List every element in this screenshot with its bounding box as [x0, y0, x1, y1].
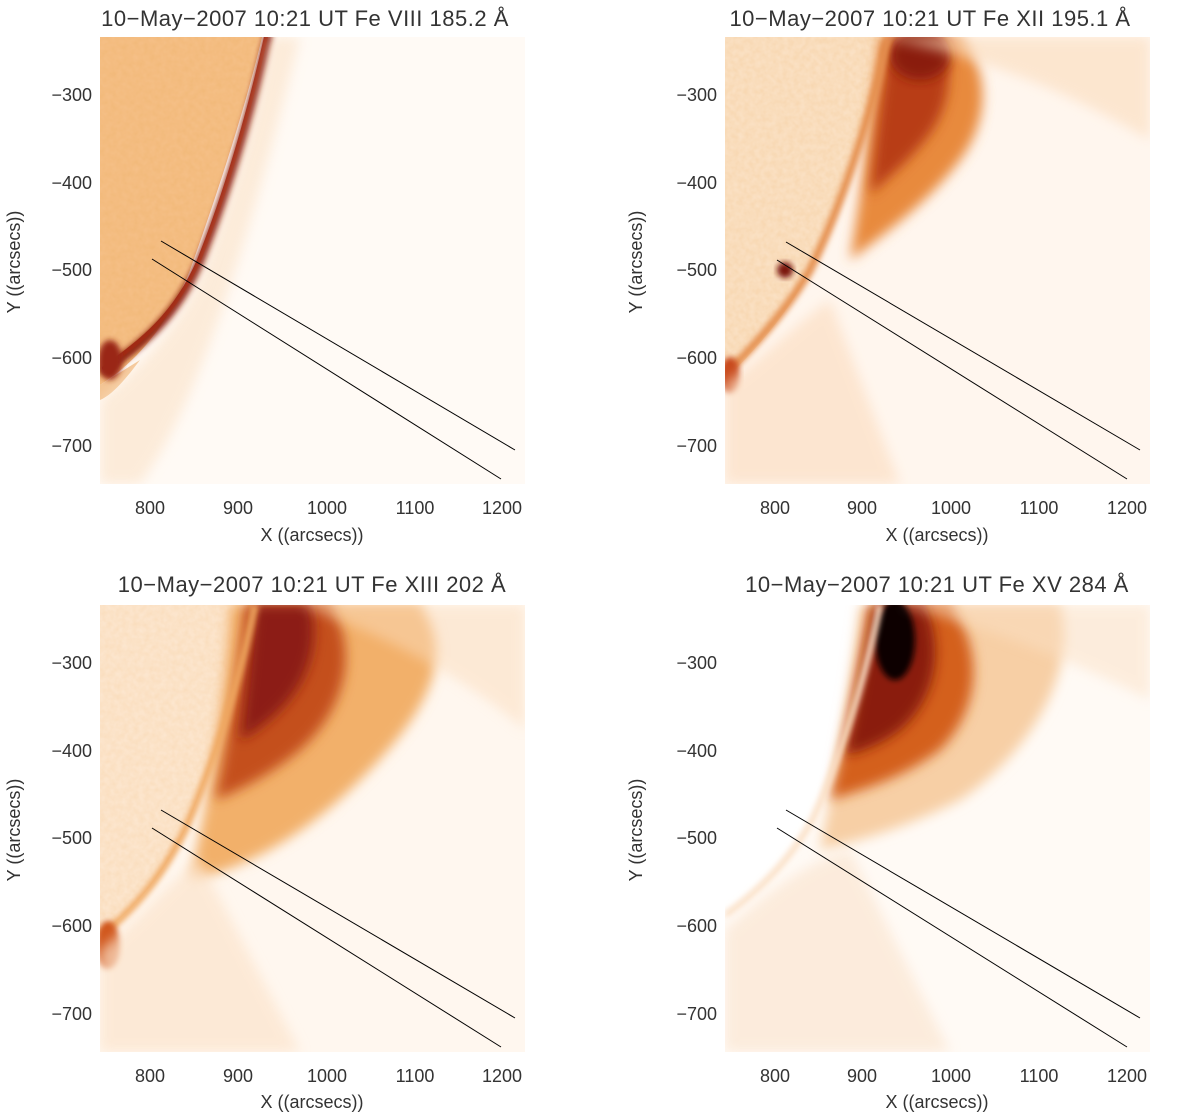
x-tick-label: 800: [135, 1066, 165, 1086]
x-axis: 800 900 1000 1100 1200 X ((arcsecs)): [135, 1066, 522, 1112]
y-tick-label: −700: [676, 436, 717, 456]
y-tick-label: −500: [51, 828, 92, 848]
x-axis: 800 900 1000 1100 1200 X ((arcsecs)): [760, 498, 1147, 545]
slit-line-upper: [785, 809, 1141, 1019]
x-tick-label: 800: [760, 1066, 790, 1086]
y-axis: −300 −400 −500 −600 −700 Y ((arcsecs)): [4, 85, 92, 456]
y-axis: −300 −400 −500 −600 −700 Y ((arcsecs)): [626, 85, 717, 456]
x-tick-label: 900: [223, 498, 253, 518]
panel-fe-xiii: 10−May−2007 10:21 UT Fe XIII 202 Å −300 …: [4, 572, 525, 1112]
y-tick-label: −700: [51, 436, 92, 456]
y-tick-label: −300: [676, 85, 717, 105]
panel-title: 10−May−2007 10:21 UT Fe XIII 202 Å: [118, 572, 506, 597]
x-tick-label: 1100: [1020, 498, 1059, 518]
x-tick-label: 1200: [482, 498, 522, 518]
y-tick-label: −300: [676, 653, 717, 673]
x-axis: 800 900 1000 1100 1200 X ((arcsecs)): [135, 498, 522, 545]
x-tick-label: 900: [847, 1066, 877, 1086]
panel-fe-viii: 10−May−2007 10:21 UT Fe VIII 185.2 Å −30…: [4, 6, 525, 545]
panel-fe-xii: 10−May−2007 10:21 UT Fe XII 195.1 Å −300…: [626, 6, 1150, 545]
x-axis: 800 900 1000 1100 1200 X ((arcsecs)): [760, 1066, 1147, 1112]
x-tick-label: 1000: [931, 498, 971, 518]
panel-title: 10−May−2007 10:21 UT Fe XII 195.1 Å: [729, 6, 1130, 31]
y-tick-label: −300: [51, 85, 92, 105]
x-tick-label: 900: [223, 1066, 253, 1086]
y-tick-label: −600: [676, 916, 717, 936]
x-axis-label: X ((arcsecs)): [261, 525, 364, 545]
x-tick-label: 1000: [307, 498, 347, 518]
y-tick-label: −500: [51, 260, 92, 280]
y-tick-label: −600: [51, 916, 92, 936]
x-tick-label: 1200: [1107, 498, 1147, 518]
x-tick-label: 800: [135, 498, 165, 518]
y-axis-label: Y ((arcsecs)): [4, 211, 24, 314]
y-tick-label: −400: [51, 741, 92, 761]
x-tick-label: 1200: [482, 1066, 522, 1086]
x-tick-label: 1100: [396, 1066, 435, 1086]
y-tick-label: −400: [676, 741, 717, 761]
y-tick-label: −600: [676, 348, 717, 368]
y-tick-label: −700: [676, 1004, 717, 1024]
y-tick-label: −400: [676, 173, 717, 193]
y-axis: −300 −400 −500 −600 −700 Y ((arcsecs)): [626, 653, 717, 1024]
slit-line-lower: [151, 827, 502, 1048]
x-tick-label: 900: [847, 498, 877, 518]
x-tick-label: 1100: [396, 498, 435, 518]
solar-image: [725, 605, 1150, 1052]
x-axis-label: X ((arcsecs)): [886, 525, 989, 545]
x-tick-label: 1000: [307, 1066, 347, 1086]
y-axis: −300 −400 −500 −600 −700 Y ((arcsecs)): [4, 653, 92, 1024]
slit-line-lower: [776, 259, 1128, 480]
y-tick-label: −500: [676, 260, 717, 280]
y-axis-label: Y ((arcsecs)): [626, 779, 646, 882]
x-axis-label: X ((arcsecs)): [261, 1092, 364, 1112]
y-tick-label: −500: [676, 828, 717, 848]
panel-title: 10−May−2007 10:21 UT Fe VIII 185.2 Å: [101, 6, 509, 31]
panel-title: 10−May−2007 10:21 UT Fe XV 284 Å: [745, 572, 1129, 597]
x-axis-label: X ((arcsecs)): [886, 1092, 989, 1112]
y-tick-label: −300: [51, 653, 92, 673]
x-tick-label: 1200: [1107, 1066, 1147, 1086]
y-axis-label: Y ((arcsecs)): [626, 211, 646, 314]
solar-image: [100, 37, 525, 484]
solar-image: [100, 605, 525, 1052]
slit-line-upper: [160, 809, 516, 1019]
y-tick-label: −600: [51, 348, 92, 368]
x-tick-label: 1100: [1020, 1066, 1059, 1086]
y-axis-label: Y ((arcsecs)): [4, 779, 24, 882]
solar-image: [725, 37, 1150, 484]
panel-fe-xv: 10−May−2007 10:21 UT Fe XV 284 Å −300 −4…: [626, 572, 1150, 1112]
y-tick-label: −700: [51, 1004, 92, 1024]
slit-line-upper: [785, 241, 1141, 451]
y-tick-label: −400: [51, 173, 92, 193]
slit-line-lower: [151, 258, 502, 480]
x-tick-label: 800: [760, 498, 790, 518]
slit-line-upper: [160, 240, 516, 451]
slit-line-lower: [776, 827, 1128, 1048]
x-tick-label: 1000: [931, 1066, 971, 1086]
